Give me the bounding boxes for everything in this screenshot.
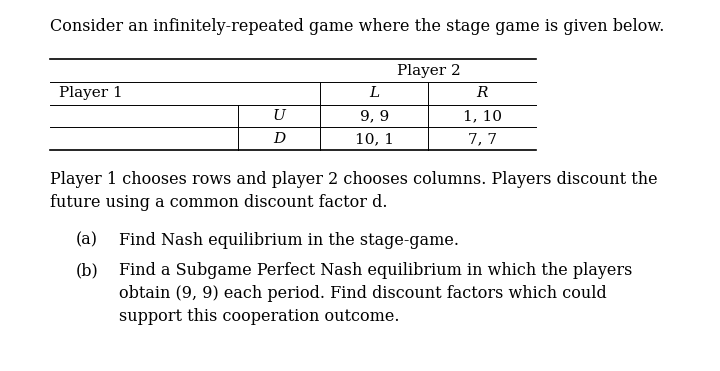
Text: Player 2: Player 2	[397, 64, 460, 78]
Text: D: D	[273, 132, 285, 146]
Text: Player 1: Player 1	[59, 86, 123, 101]
Text: 9, 9: 9, 9	[360, 109, 389, 123]
Text: L: L	[369, 86, 379, 101]
Text: Find Nash equilibrium in the stage-game.: Find Nash equilibrium in the stage-game.	[119, 232, 459, 249]
Text: Player 1 chooses rows and player 2 chooses columns. Players discount the
future : Player 1 chooses rows and player 2 choos…	[50, 171, 658, 211]
Text: 7, 7: 7, 7	[468, 132, 497, 146]
Text: R: R	[477, 86, 488, 101]
Text: (a): (a)	[76, 232, 98, 249]
Text: Consider an infinitely-repeated game where the stage game is given below.: Consider an infinitely-repeated game whe…	[50, 18, 665, 35]
Text: (b): (b)	[76, 262, 99, 279]
Text: U: U	[273, 109, 285, 123]
Text: Find a Subgame Perfect Nash equilibrium in which the players
obtain (9, 9) each : Find a Subgame Perfect Nash equilibrium …	[119, 262, 632, 325]
Text: 1, 10: 1, 10	[463, 109, 502, 123]
Text: 10, 1: 10, 1	[355, 132, 394, 146]
